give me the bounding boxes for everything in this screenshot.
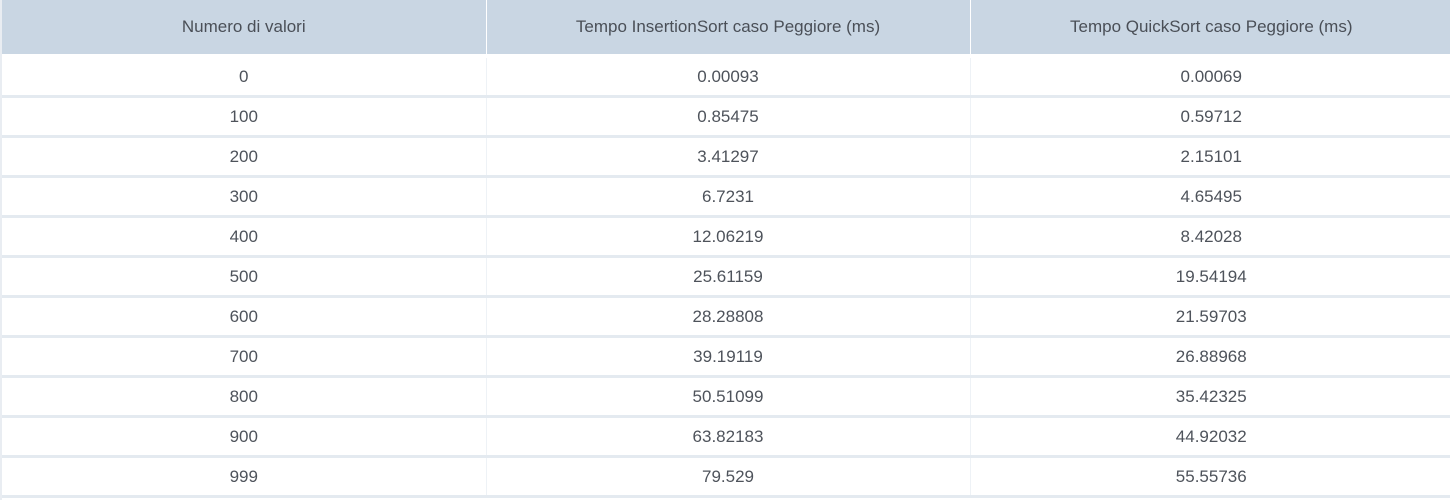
- cell-quicksort-time: 4.65495: [970, 176, 1450, 218]
- table-row: 100 0.85475 0.59712: [2, 96, 1450, 138]
- cell-numero-di-valori: 900: [2, 416, 487, 458]
- table-row: 900 63.82183 44.92032: [2, 416, 1450, 458]
- cell-quicksort-time: 0.59712: [970, 96, 1450, 138]
- cell-numero-di-valori: 800: [2, 376, 487, 418]
- cell-insertionsort-time: 79.529: [486, 456, 971, 498]
- cell-quicksort-time: 35.42325: [970, 376, 1450, 418]
- table-row: 300 6.7231 4.65495: [2, 176, 1450, 218]
- cell-quicksort-time: 21.59703: [970, 296, 1450, 338]
- header-tempo-insertionsort: Tempo InsertionSort caso Peggiore (ms): [486, 0, 971, 58]
- cell-quicksort-time: 8.42028: [970, 216, 1450, 258]
- cell-insertionsort-time: 3.41297: [486, 136, 971, 178]
- cell-insertionsort-time: 0.00093: [486, 56, 971, 98]
- table-row: 400 12.06219 8.42028: [2, 216, 1450, 258]
- table-row: 999 79.529 55.55736: [2, 456, 1450, 498]
- table-row: 700 39.19119 26.88968: [2, 336, 1450, 378]
- cell-insertionsort-time: 6.7231: [486, 176, 971, 218]
- cell-numero-di-valori: 200: [2, 136, 487, 178]
- cell-insertionsort-time: 50.51099: [486, 376, 971, 418]
- cell-numero-di-valori: 500: [2, 256, 487, 298]
- header-row: Numero di valori Tempo InsertionSort cas…: [2, 0, 1450, 58]
- table-body: 0 0.00093 0.00069 100 0.85475 0.59712 20…: [2, 56, 1450, 498]
- cell-insertionsort-time: 63.82183: [486, 416, 971, 458]
- cell-quicksort-time: 2.15101: [970, 136, 1450, 178]
- table-row: 0 0.00093 0.00069: [2, 56, 1450, 98]
- table-row: 500 25.61159 19.54194: [2, 256, 1450, 298]
- cell-numero-di-valori: 700: [2, 336, 487, 378]
- cell-quicksort-time: 19.54194: [970, 256, 1450, 298]
- cell-insertionsort-time: 28.28808: [486, 296, 971, 338]
- cell-numero-di-valori: 400: [2, 216, 487, 258]
- cell-quicksort-time: 44.92032: [970, 416, 1450, 458]
- cell-quicksort-time: 55.55736: [970, 456, 1450, 498]
- table-row: 800 50.51099 35.42325: [2, 376, 1450, 418]
- header-numero-di-valori: Numero di valori: [2, 0, 487, 58]
- cell-quicksort-time: 26.88968: [970, 336, 1450, 378]
- cell-insertionsort-time: 12.06219: [486, 216, 971, 258]
- cell-numero-di-valori: 0: [2, 56, 487, 98]
- cell-insertionsort-time: 25.61159: [486, 256, 971, 298]
- cell-insertionsort-time: 39.19119: [486, 336, 971, 378]
- table-header: Numero di valori Tempo InsertionSort cas…: [2, 0, 1450, 58]
- cell-numero-di-valori: 100: [2, 96, 487, 138]
- table-row: 200 3.41297 2.15101: [2, 136, 1450, 178]
- cell-numero-di-valori: 300: [2, 176, 487, 218]
- table-row: 600 28.28808 21.59703: [2, 296, 1450, 338]
- cell-numero-di-valori: 600: [2, 296, 487, 338]
- header-tempo-quicksort: Tempo QuickSort caso Peggiore (ms): [970, 0, 1450, 58]
- cell-quicksort-time: 0.00069: [970, 56, 1450, 98]
- cell-insertionsort-time: 0.85475: [486, 96, 971, 138]
- cell-numero-di-valori: 999: [2, 456, 487, 498]
